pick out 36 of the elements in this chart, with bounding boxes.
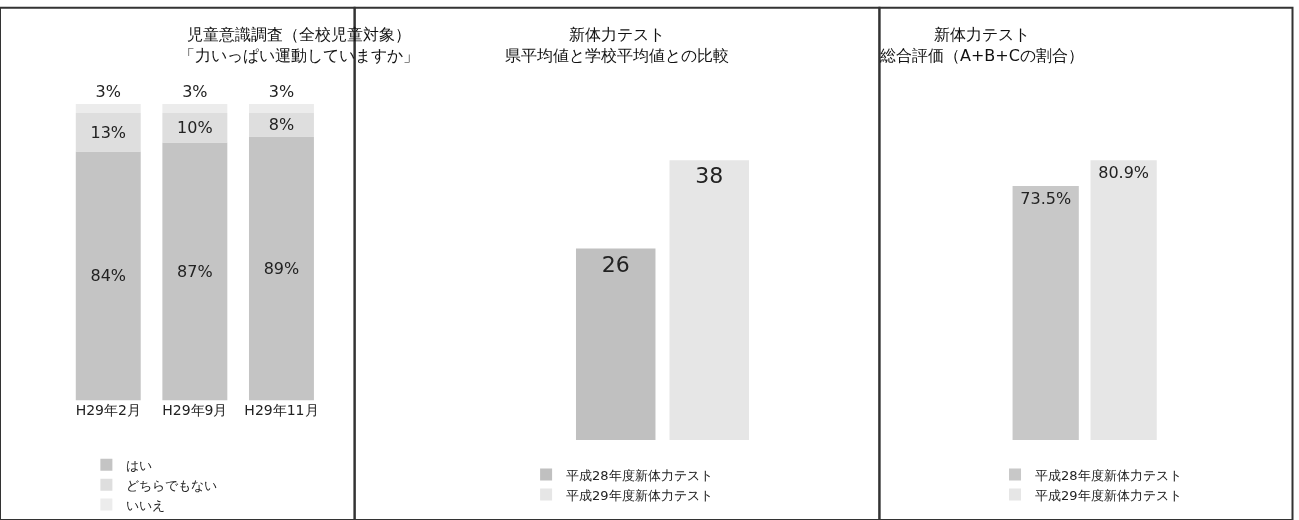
chart-subtitle: 県平均値と学校平均値との比較 [505,45,729,65]
chart-title: 新体力テスト [933,25,1030,44]
data-label: 3% [182,82,208,101]
bar [248,136,314,401]
legend-label: いいえ [126,497,166,513]
legend-label: はい [126,457,153,473]
legend-label: 平成28年度新体力テスト [566,467,713,483]
data-label: 38 [695,163,724,189]
legend-label: 平成29年度新体力テスト [566,487,713,503]
data-label: 80.9% [1098,163,1150,183]
data-label: 89% [263,259,300,278]
legend-label: 平成28年度新体力テスト [1035,467,1182,483]
x-tick-label: H29年2月 [75,402,141,419]
chart-title: 新体力テスト [569,25,665,44]
bar [75,104,141,113]
data-label: 3% [95,82,121,101]
bar [248,104,314,113]
data-label: 8% [268,115,295,135]
data-label: 73.5% [1020,188,1072,208]
data-label: 13% [90,122,127,142]
data-label: 10% [177,118,213,138]
x-tick-label: H29年11月 [244,402,319,419]
chart-subtitle: 「力いっぱい運動していますか」 [179,45,419,65]
bar [75,151,141,401]
bar [248,112,314,137]
data-label: 84% [90,266,127,286]
legend-label: 平成29年度新体力テスト [1035,487,1182,503]
data-label: 87% [177,261,213,281]
bar [162,104,228,113]
bar [75,112,141,152]
x-tick-label: H29年9月 [162,402,228,419]
bar [162,142,228,401]
data-label: 26 [601,251,630,277]
legend-label: どちらでもない [126,477,218,493]
data-label: 3% [268,82,295,101]
bar [162,112,228,143]
